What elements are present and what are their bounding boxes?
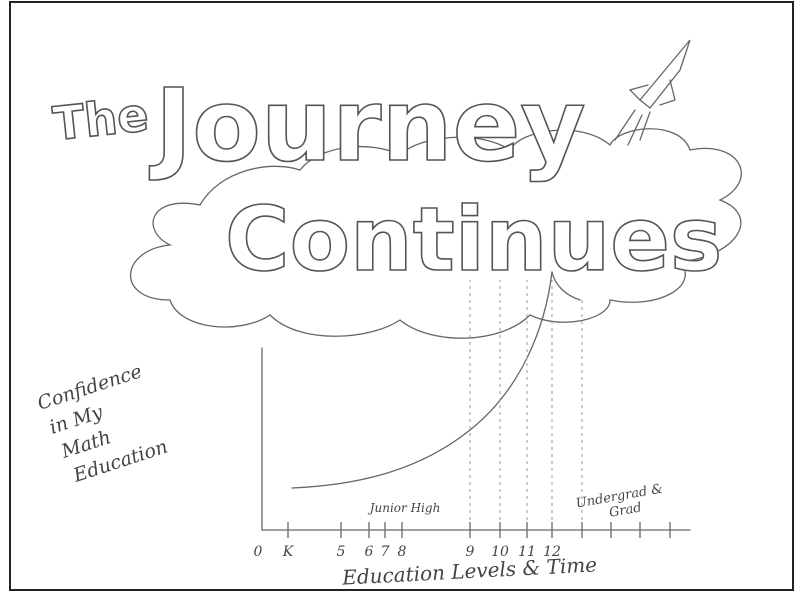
- x-tick-label: 7: [381, 544, 390, 560]
- title-continues: Continues: [225, 188, 722, 291]
- x-tick-label: 12: [543, 544, 561, 560]
- annotation-line: Grad: [608, 500, 643, 520]
- x-tick-label: 5: [337, 544, 346, 560]
- cloud: [130, 128, 742, 339]
- x-tick-label: 6: [365, 544, 374, 560]
- annotation: Junior High: [367, 501, 441, 515]
- x-tick-label: 8: [398, 544, 407, 560]
- title-the: The: [51, 87, 151, 151]
- axes: [261, 347, 691, 531]
- confidence-curve: [291, 271, 553, 489]
- title-journey: Journey: [149, 67, 586, 184]
- x-tick-label: K: [282, 544, 295, 560]
- curve-flare: [551, 271, 581, 301]
- x-tick-label: 10: [491, 544, 509, 560]
- rocket: [614, 39, 691, 146]
- frame: [9, 1, 794, 591]
- x-tick-label: 11: [518, 544, 536, 560]
- x-tick-label: 0: [254, 544, 263, 560]
- x-tick-label: 9: [466, 544, 475, 560]
